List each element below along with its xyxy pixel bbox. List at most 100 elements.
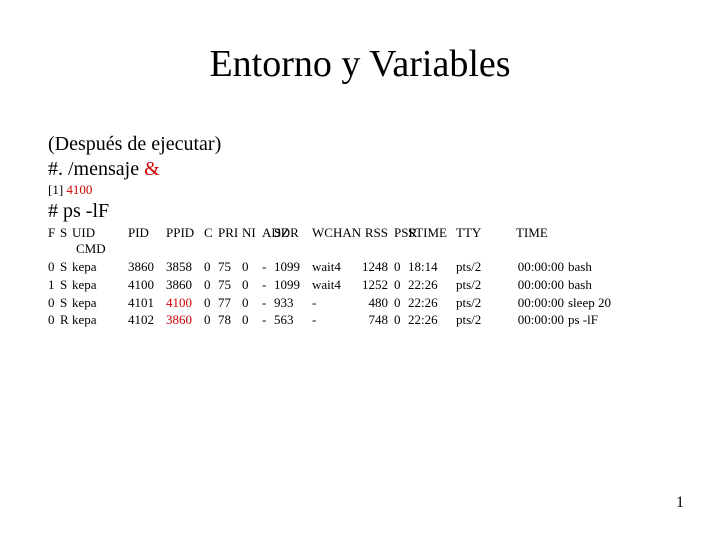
hdr-pid: PID	[128, 224, 166, 242]
hdr-tty: TTY	[456, 224, 496, 242]
cell-stime: 22:26	[408, 294, 456, 312]
cell-ni: 0	[242, 258, 262, 276]
ps-rows: 0Skepa386038580750-1099wait41248018:14pt…	[48, 258, 688, 328]
cell-pri: 78	[218, 311, 242, 329]
cell-s: R	[60, 311, 72, 329]
slide: Entorno y Variables (Después de ejecutar…	[0, 0, 720, 540]
hdr-uid: UID	[72, 224, 128, 242]
cell-wchan: wait4	[312, 258, 356, 276]
cell-addr: -	[262, 294, 274, 312]
ps-header-wrap: F S UID PID PPID C PRI NI ADDR SZ WCHAN …	[48, 224, 688, 242]
hdr-f: F	[48, 224, 60, 242]
ps-row: 0Skepa386038580750-1099wait41248018:14pt…	[48, 258, 688, 276]
cell-ni: 0	[242, 276, 262, 294]
slide-body: (Después de ejecutar) #. /mensaje & [1] …	[48, 132, 688, 329]
cell-addr: -	[262, 276, 274, 294]
cell-stime: 22:26	[408, 311, 456, 329]
cell-cmd: ps -lF	[568, 311, 628, 329]
hdr-ppid: PPID	[166, 224, 204, 242]
cell-sz: 1099	[274, 276, 312, 294]
cell-c: 0	[204, 276, 218, 294]
cell-cmd: sleep 20	[568, 294, 628, 312]
cell-cmd: bash	[568, 258, 628, 276]
cell-time: 00:00:00	[496, 311, 568, 329]
cell-stime: 22:26	[408, 276, 456, 294]
cmd-text: #. /mensaje	[48, 158, 144, 180]
cell-ppid: 4100	[166, 294, 204, 312]
cell-psr: 0	[394, 258, 408, 276]
cell-pid: 4102	[128, 311, 166, 329]
cell-f: 0	[48, 294, 60, 312]
cell-uid: kepa	[72, 311, 128, 329]
hdr-gap	[496, 224, 516, 242]
cell-tty: pts/2	[456, 294, 496, 312]
cell-s: S	[60, 276, 72, 294]
hdr-cmd: CMD	[76, 241, 106, 257]
cell-wchan: wait4	[312, 276, 356, 294]
cell-tty: pts/2	[456, 276, 496, 294]
cell-uid: kepa	[72, 294, 128, 312]
cell-rss: 480	[356, 294, 394, 312]
cell-wchan: -	[312, 294, 356, 312]
cell-ppid: 3860	[166, 311, 204, 329]
cell-s: S	[60, 294, 72, 312]
cell-time: 00:00:00	[496, 276, 568, 294]
cell-uid: kepa	[72, 276, 128, 294]
ps-header: F S UID PID PPID C PRI NI ADDR SZ WCHAN …	[48, 224, 688, 242]
cell-c: 0	[204, 258, 218, 276]
cell-s: S	[60, 258, 72, 276]
hdr-rss: RSS	[356, 224, 394, 242]
cell-time: 00:00:00	[496, 258, 568, 276]
job-pid: 4100	[66, 182, 92, 197]
cell-f: 0	[48, 311, 60, 329]
cell-ni: 0	[242, 294, 262, 312]
hdr-time: TIME	[516, 224, 548, 242]
hdr-addr: ADDR	[262, 224, 274, 242]
cell-psr: 0	[394, 294, 408, 312]
hdr-sz: SZ	[274, 224, 312, 242]
cell-cmd: bash	[568, 276, 628, 294]
cell-f: 1	[48, 276, 60, 294]
cell-uid: kepa	[72, 258, 128, 276]
hdr-psr: PSR	[394, 224, 408, 242]
slide-title: Entorno y Variables	[0, 42, 720, 86]
cell-rss: 1248	[356, 258, 394, 276]
cell-c: 0	[204, 311, 218, 329]
page-number: 1	[676, 494, 684, 512]
cell-wchan: -	[312, 311, 356, 329]
cell-pid: 4101	[128, 294, 166, 312]
hdr-c: C	[204, 224, 218, 242]
cell-tty: pts/2	[456, 258, 496, 276]
hdr-ni: NI	[242, 224, 262, 242]
subtitle-line-1: (Después de ejecutar)	[48, 132, 688, 157]
subtitle-line-2: #. /mensaje &	[48, 157, 688, 182]
cell-rss: 748	[356, 311, 394, 329]
cell-pri: 75	[218, 258, 242, 276]
cell-time: 00:00:00	[496, 294, 568, 312]
cell-sz: 933	[274, 294, 312, 312]
ps-command: # ps -lF	[48, 199, 688, 224]
cell-pid: 3860	[128, 258, 166, 276]
cell-sz: 563	[274, 311, 312, 329]
cell-tty: pts/2	[456, 311, 496, 329]
cell-pid: 4100	[128, 276, 166, 294]
cell-pri: 75	[218, 276, 242, 294]
job-bracket: [1]	[48, 182, 66, 197]
cell-psr: 0	[394, 311, 408, 329]
hdr-pri: PRI	[218, 224, 242, 242]
hdr-stime: STIME	[408, 224, 456, 242]
job-line: [1] 4100	[48, 182, 688, 199]
cell-pri: 77	[218, 294, 242, 312]
ps-row: 0Rkepa410238600780-563-748022:26pts/200:…	[48, 311, 688, 329]
cell-psr: 0	[394, 276, 408, 294]
cell-c: 0	[204, 294, 218, 312]
cell-addr: -	[262, 258, 274, 276]
cell-addr: -	[262, 311, 274, 329]
cell-ni: 0	[242, 311, 262, 329]
cell-stime: 18:14	[408, 258, 456, 276]
cell-sz: 1099	[274, 258, 312, 276]
ampersand: &	[144, 158, 160, 180]
cell-f: 0	[48, 258, 60, 276]
ps-row: 0Skepa410141000770-933-480022:26pts/200:…	[48, 294, 688, 312]
cell-rss: 1252	[356, 276, 394, 294]
